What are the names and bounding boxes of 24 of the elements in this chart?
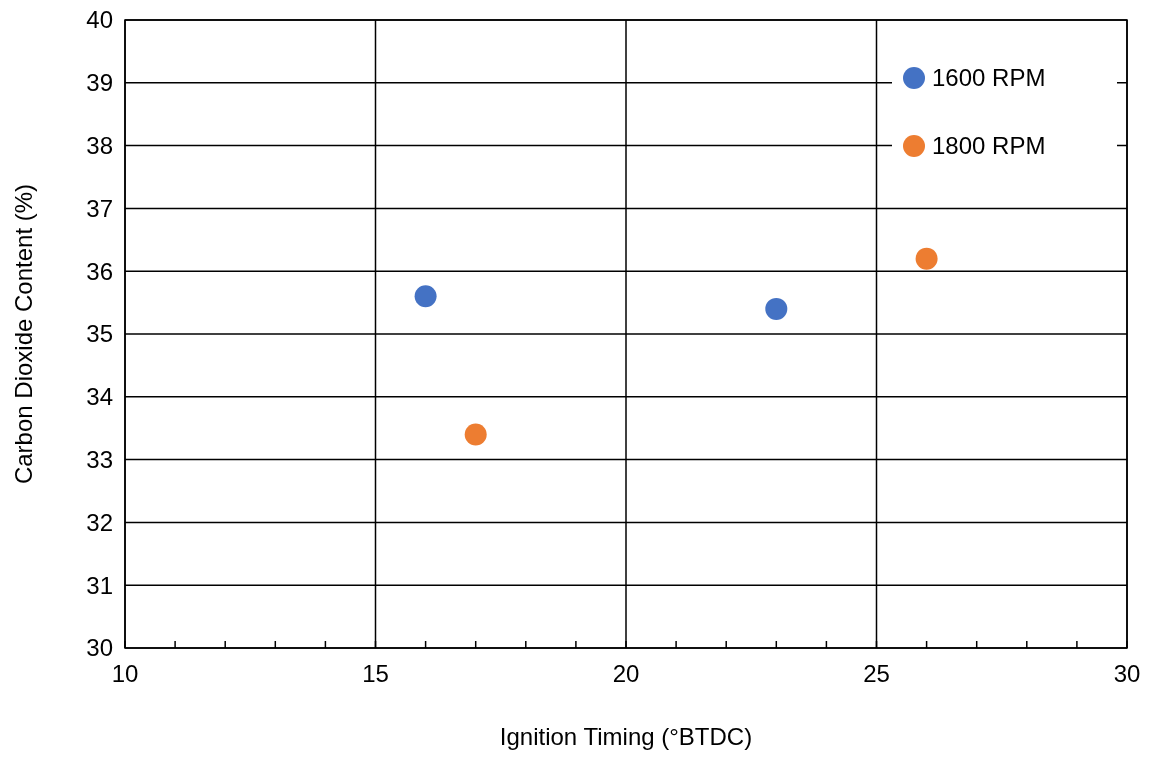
point <box>414 285 437 308</box>
y-tick-label: 35 <box>86 320 113 348</box>
x-tick-label: 25 <box>863 660 890 687</box>
y-tick-label: 40 <box>86 6 113 34</box>
y-tick-label: 36 <box>86 257 113 285</box>
y-tick-label: 30 <box>86 634 113 662</box>
x-tick-label: 30 <box>1113 660 1141 687</box>
y-tick-label: 39 <box>86 69 113 97</box>
point <box>464 423 487 446</box>
y-tick-label: 34 <box>86 383 113 411</box>
y-tick-label: 33 <box>86 446 113 473</box>
y-tick-label: 38 <box>86 132 113 159</box>
y-tick-label: 37 <box>86 194 113 222</box>
y-axis-title: Carbon Dioxide Content (%) <box>10 183 37 485</box>
point <box>765 297 788 320</box>
legend-label: 1600 RPM <box>932 64 1046 92</box>
y-tick-label: 32 <box>86 508 113 536</box>
x-tick-label: 15 <box>362 660 389 687</box>
x-tick-label: 10 <box>111 660 139 687</box>
x-axis-title: Ignition Timing (°BTDC) <box>499 723 753 750</box>
point <box>915 247 938 270</box>
x-tick-label: 20 <box>612 660 640 687</box>
y-tick-label: 31 <box>86 571 113 599</box>
legend-label: 1800 RPM <box>932 132 1046 160</box>
